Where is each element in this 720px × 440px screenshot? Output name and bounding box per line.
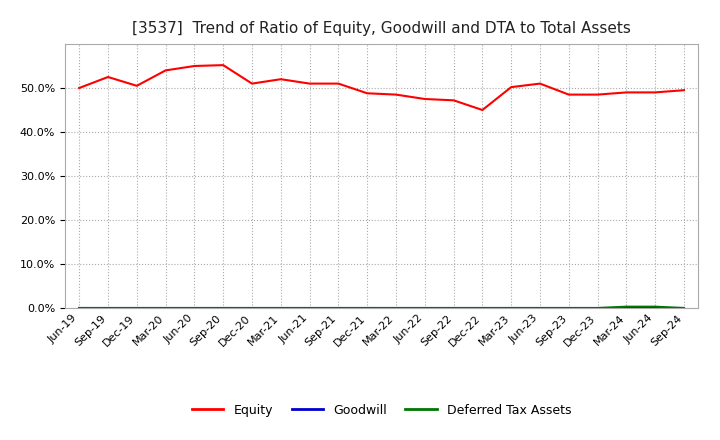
Equity	[420, 96, 429, 102]
Goodwill	[449, 305, 458, 311]
Line: Equity: Equity	[79, 65, 684, 110]
Equity	[507, 84, 516, 90]
Goodwill	[305, 305, 314, 311]
Equity	[651, 90, 660, 95]
Deferred Tax Assets	[593, 305, 602, 311]
Deferred Tax Assets	[161, 305, 170, 311]
Deferred Tax Assets	[392, 305, 400, 311]
Deferred Tax Assets	[276, 305, 285, 311]
Goodwill	[276, 305, 285, 311]
Goodwill	[334, 305, 343, 311]
Goodwill	[536, 305, 544, 311]
Goodwill	[507, 305, 516, 311]
Deferred Tax Assets	[680, 305, 688, 311]
Equity	[449, 98, 458, 103]
Equity	[190, 63, 199, 69]
Line: Deferred Tax Assets: Deferred Tax Assets	[79, 307, 684, 308]
Equity	[680, 88, 688, 93]
Equity	[593, 92, 602, 97]
Goodwill	[392, 305, 400, 311]
Deferred Tax Assets	[219, 305, 228, 311]
Goodwill	[132, 305, 141, 311]
Equity	[132, 83, 141, 88]
Equity	[75, 85, 84, 91]
Deferred Tax Assets	[622, 304, 631, 309]
Deferred Tax Assets	[478, 305, 487, 311]
Deferred Tax Assets	[75, 305, 84, 311]
Goodwill	[478, 305, 487, 311]
Equity	[536, 81, 544, 86]
Equity	[305, 81, 314, 86]
Deferred Tax Assets	[564, 305, 573, 311]
Equity	[334, 81, 343, 86]
Goodwill	[363, 305, 372, 311]
Deferred Tax Assets	[507, 305, 516, 311]
Goodwill	[622, 305, 631, 311]
Goodwill	[680, 305, 688, 311]
Deferred Tax Assets	[132, 305, 141, 311]
Deferred Tax Assets	[536, 305, 544, 311]
Legend: Equity, Goodwill, Deferred Tax Assets: Equity, Goodwill, Deferred Tax Assets	[187, 399, 576, 422]
Goodwill	[420, 305, 429, 311]
Equity	[161, 68, 170, 73]
Goodwill	[75, 305, 84, 311]
Deferred Tax Assets	[363, 305, 372, 311]
Equity	[564, 92, 573, 97]
Goodwill	[593, 305, 602, 311]
Equity	[248, 81, 256, 86]
Goodwill	[248, 305, 256, 311]
Deferred Tax Assets	[651, 304, 660, 309]
Goodwill	[190, 305, 199, 311]
Deferred Tax Assets	[420, 305, 429, 311]
Goodwill	[219, 305, 228, 311]
Deferred Tax Assets	[305, 305, 314, 311]
Goodwill	[104, 305, 112, 311]
Goodwill	[651, 305, 660, 311]
Deferred Tax Assets	[190, 305, 199, 311]
Deferred Tax Assets	[449, 305, 458, 311]
Equity	[622, 90, 631, 95]
Goodwill	[161, 305, 170, 311]
Equity	[363, 91, 372, 96]
Deferred Tax Assets	[104, 305, 112, 311]
Deferred Tax Assets	[334, 305, 343, 311]
Equity	[392, 92, 400, 97]
Equity	[104, 74, 112, 80]
Equity	[276, 77, 285, 82]
Title: [3537]  Trend of Ratio of Equity, Goodwill and DTA to Total Assets: [3537] Trend of Ratio of Equity, Goodwil…	[132, 21, 631, 36]
Deferred Tax Assets	[248, 305, 256, 311]
Goodwill	[564, 305, 573, 311]
Equity	[478, 107, 487, 113]
Equity	[219, 62, 228, 68]
